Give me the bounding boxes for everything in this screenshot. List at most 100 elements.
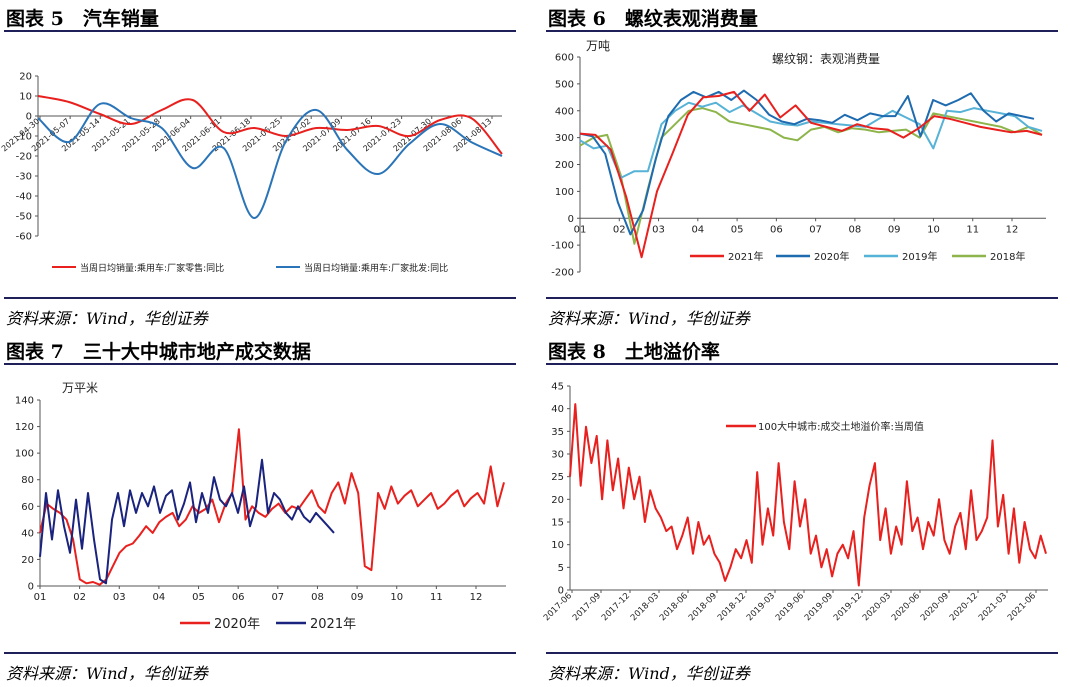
- y-tick-label: 10: [19, 92, 32, 103]
- x-tick-label: 2020-03: [861, 591, 893, 623]
- x-tick-label: 2019-03: [745, 591, 777, 623]
- inner-title: 螺纹钢：表观消费量: [772, 52, 880, 66]
- source-note: 资料来源：Wind，华创证券: [548, 309, 750, 328]
- x-tick-label: 05: [192, 592, 205, 603]
- legend-label: 当周日均销量:乘用车:厂家零售:同比: [80, 262, 224, 274]
- divider: [4, 652, 516, 654]
- series-line: [37, 95, 503, 155]
- x-tick-label: 10: [927, 224, 940, 235]
- chart8-svg: 4540353025201510502017-062017-092017-122…: [542, 382, 1048, 623]
- x-tick-label: 01: [34, 592, 47, 603]
- legend-label: 当周日均销量:乘用车:厂家批发:同比: [304, 262, 448, 274]
- chart7-title: 图表 7 三十大中城市地产成交数据: [6, 341, 311, 363]
- x-tick-label: 06: [770, 224, 783, 235]
- source-note: 资料来源：Wind，华创证券: [6, 664, 208, 683]
- source-note: 资料来源：Wind，华创证券: [548, 664, 750, 683]
- y-tick-label: 100: [555, 187, 574, 198]
- x-tick-label: 2018-03: [629, 591, 661, 623]
- y-tick-label: -30: [16, 172, 32, 183]
- x-tick-label: 04: [691, 224, 704, 235]
- x-tick-label: 08: [311, 592, 324, 603]
- y-tick-label: 20: [19, 72, 32, 83]
- legend-label: 2021年: [310, 617, 356, 632]
- legend-label: 2020年: [214, 617, 260, 632]
- y-tick-label: 40: [551, 404, 564, 415]
- x-tick-label: 2019-09: [803, 591, 835, 623]
- divider: [4, 297, 516, 299]
- chart6-svg: 600 500 400 300 200 100 0 -100 -200 01 02 03 04 05 06 0…: [551, 39, 1046, 279]
- y-tick-label: 5: [558, 563, 564, 574]
- y-tick-label: -50: [16, 212, 32, 223]
- y-tick-label: 0: [26, 112, 32, 123]
- x-tick-label: 02: [613, 224, 626, 235]
- y-tick-label: -10: [16, 132, 32, 143]
- y-tick-label: 25: [551, 472, 564, 483]
- x-tick-label: 2020-09: [919, 591, 951, 623]
- x-tick-label: 02: [73, 592, 86, 603]
- y-tick-label: 500: [555, 79, 574, 90]
- x-tick-label: 2017-09: [571, 591, 603, 623]
- x-tick-label: 2019-06: [774, 591, 806, 623]
- y-tick-label: 20: [21, 555, 34, 566]
- y-tick-label: 60: [21, 502, 34, 513]
- x-tick-label: 2019-12: [832, 591, 864, 623]
- y-tick-label: 120: [15, 422, 34, 433]
- x-tick-label: 2018-09: [687, 591, 719, 623]
- divider: [546, 363, 1058, 365]
- x-tick-label: 07: [271, 592, 284, 603]
- chart6-title: 图表 6 螺纹表观消费量: [548, 8, 758, 30]
- chart5-title: 图表 5 汽车销量: [6, 8, 159, 30]
- series-line: [39, 458, 335, 585]
- series-line: [39, 428, 505, 586]
- x-tick-label: 01: [574, 224, 587, 235]
- y-tick-label: 45: [551, 382, 564, 393]
- y-tick-label: -20: [16, 152, 32, 163]
- y-tick-label: 0: [28, 582, 34, 593]
- divider: [546, 297, 1058, 299]
- y-tick-label: 30: [551, 450, 564, 461]
- x-tick-label: 2018-06: [658, 591, 690, 623]
- x-tick-label: 2021-03: [977, 591, 1009, 623]
- source-note: 资料来源：Wind，华创证券: [6, 309, 208, 328]
- series-line: [569, 403, 1047, 587]
- y-tick-label: 40: [21, 528, 34, 539]
- x-tick-label: 2018-12: [716, 591, 748, 623]
- y-tick-label: 20: [551, 495, 564, 506]
- y-tick-label: 0: [568, 214, 574, 225]
- divider: [4, 30, 516, 32]
- unit-label: 万平米: [62, 381, 98, 395]
- y-tick-label: 35: [551, 427, 564, 438]
- y-tick-label: 10: [551, 540, 564, 551]
- x-tick-label: 06: [232, 592, 245, 603]
- x-tick-label: 03: [652, 224, 665, 235]
- x-tick-label: 07: [809, 224, 822, 235]
- y-tick-label: -200: [551, 268, 574, 279]
- x-tick-label: 12: [470, 592, 483, 603]
- y-tick-label: 80: [21, 475, 34, 486]
- series-line: [37, 102, 503, 219]
- divider: [546, 30, 1058, 32]
- y-tick-label: 140: [15, 396, 34, 407]
- series-line: [579, 89, 1035, 236]
- x-tick-label: 05: [731, 224, 744, 235]
- x-tick-label: 10: [390, 592, 403, 603]
- legend-label: 2019年: [902, 250, 937, 263]
- x-tick-label: 03: [113, 592, 126, 603]
- y-tick-label: 0: [558, 586, 564, 597]
- y-tick-label: -60: [16, 232, 32, 243]
- y-tick-label: 300: [555, 133, 574, 144]
- legend-label: 2020年: [814, 250, 849, 263]
- unit-label: 万吨: [586, 39, 610, 53]
- x-tick-label: 2021-06: [1006, 591, 1038, 623]
- x-tick-label: 09: [888, 224, 901, 235]
- chart5-svg: 20100-10-20-30-40-50-602021-04-302021-05…: [0, 72, 503, 274]
- x-tick-label: 12: [1006, 224, 1019, 235]
- legend-label: 2021年: [728, 250, 763, 263]
- x-tick-label: 09: [351, 592, 364, 603]
- x-tick-label: 11: [430, 592, 443, 603]
- x-tick-label: 08: [849, 224, 862, 235]
- chart7-svg: 140 120 100 80 60 40 20 001 02 03 04 05 06 07 08 09 10 11…: [15, 381, 506, 632]
- y-tick-label: 15: [551, 518, 564, 529]
- legend-label: 2018年: [990, 250, 1025, 263]
- y-tick-label: 400: [555, 106, 574, 117]
